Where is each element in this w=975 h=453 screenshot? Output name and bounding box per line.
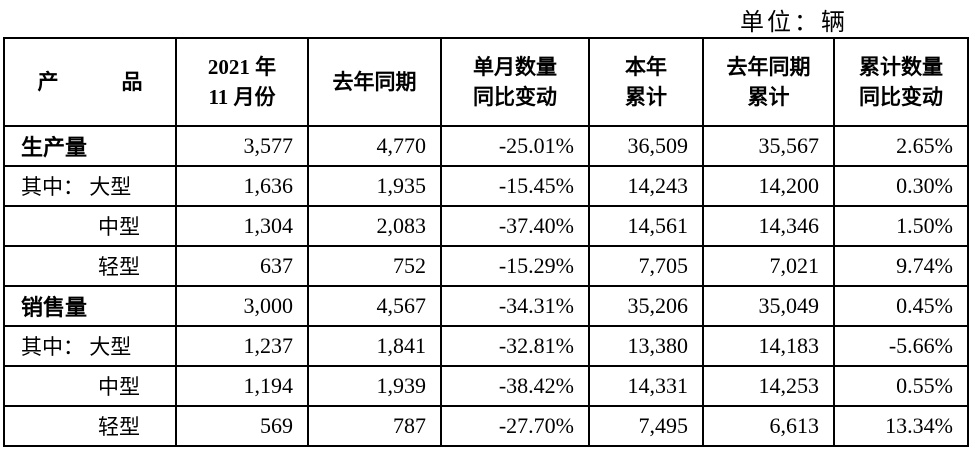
value-cell: 1,304 xyxy=(175,205,309,247)
value-cell: 637 xyxy=(175,245,309,287)
value-cell: 14,331 xyxy=(588,365,704,407)
value-cell: 36,509 xyxy=(588,125,704,167)
row-label: 中型 xyxy=(3,365,177,407)
value-cell: 0.30% xyxy=(833,165,969,207)
value-cell: 9.74% xyxy=(833,245,969,287)
row-label: 其中： 大型 xyxy=(3,165,177,207)
value-cell: 3,577 xyxy=(175,125,309,167)
value-cell: 3,000 xyxy=(175,285,309,327)
value-cell: -32.81% xyxy=(440,325,590,367)
value-cell: 6,613 xyxy=(702,405,835,447)
col-header-current-month: 2021 年 11 月份 xyxy=(175,37,309,127)
value-cell: 35,567 xyxy=(702,125,835,167)
value-cell: 14,200 xyxy=(702,165,835,207)
value-cell: -15.45% xyxy=(440,165,590,207)
value-cell: 1,841 xyxy=(307,325,442,367)
row-label: 轻型 xyxy=(3,405,177,447)
header-line: 产 品 xyxy=(37,70,143,94)
col-header-monthly-yoy-change: 单月数量 同比变动 xyxy=(440,37,590,127)
table-body: 生产量 3,577 4,770 -25.01% 36,509 35,567 2.… xyxy=(3,125,969,447)
value-cell: 1,237 xyxy=(175,325,309,367)
value-cell: 7,021 xyxy=(702,245,835,287)
table-row-sales-light: 轻型 569 787 -27.70% 7,495 6,613 13.34% xyxy=(3,405,969,447)
table-header: 产 品 2021 年 11 月份 去年同期 单月数量 同比变动 本年 累计 去年同期累… xyxy=(3,37,969,127)
value-cell: 569 xyxy=(175,405,309,447)
value-cell: 14,183 xyxy=(702,325,835,367)
table-row-production-total: 生产量 3,577 4,770 -25.01% 36,509 35,567 2.… xyxy=(3,125,969,167)
value-cell: 4,770 xyxy=(307,125,442,167)
header-line: 累计 xyxy=(625,85,667,109)
header-line: 累计 xyxy=(747,85,790,109)
value-cell: 4,567 xyxy=(307,285,442,327)
col-header-product: 产 品 xyxy=(3,37,177,127)
value-cell: -37.40% xyxy=(440,205,590,247)
header-line: 单月数量 xyxy=(473,55,557,79)
header-line: 2021 年 xyxy=(207,55,277,79)
header-line: 11 月份 xyxy=(208,85,276,109)
row-label: 其中： 大型 xyxy=(3,325,177,367)
value-cell: -38.42% xyxy=(440,365,590,407)
value-cell: 2,083 xyxy=(307,205,442,247)
header-row: 产 品 2021 年 11 月份 去年同期 单月数量 同比变动 本年 累计 去年同期累… xyxy=(3,37,969,127)
header-line: 本年 xyxy=(625,55,667,79)
value-cell: 35,049 xyxy=(702,285,835,327)
header-line: 去年同期 xyxy=(332,70,417,94)
value-cell: -27.70% xyxy=(440,405,590,447)
value-cell: 14,243 xyxy=(588,165,704,207)
value-cell: 14,561 xyxy=(588,205,704,247)
col-header-cumulative-yoy-change: 累计数量 同比变动 xyxy=(833,37,969,127)
value-cell: 1,935 xyxy=(307,165,442,207)
value-cell: -34.31% xyxy=(440,285,590,327)
table-row-production-large: 其中： 大型 1,636 1,935 -15.45% 14,243 14,200… xyxy=(3,165,969,207)
value-cell: 13,380 xyxy=(588,325,704,367)
unit-label: 单位：辆 xyxy=(740,10,848,36)
value-cell: 0.55% xyxy=(833,365,969,407)
production-sales-table: 产 品 2021 年 11 月份 去年同期 单月数量 同比变动 本年 累计 去年同期累… xyxy=(3,37,969,447)
value-cell: 1,939 xyxy=(307,365,442,407)
value-cell: 1.50% xyxy=(833,205,969,247)
value-cell: 7,705 xyxy=(588,245,704,287)
table-row-sales-medium: 中型 1,194 1,939 -38.42% 14,331 14,253 0.5… xyxy=(3,365,969,407)
col-header-last-year-same-period: 去年同期 xyxy=(307,37,442,127)
value-cell: 1,194 xyxy=(175,365,309,407)
table-row-sales-large: 其中： 大型 1,237 1,841 -32.81% 13,380 14,183… xyxy=(3,325,969,367)
col-header-ytd-total: 本年 累计 xyxy=(588,37,704,127)
value-cell: 2.65% xyxy=(833,125,969,167)
value-cell: -15.29% xyxy=(440,245,590,287)
table-row-production-light: 轻型 637 752 -15.29% 7,705 7,021 9.74% xyxy=(3,245,969,287)
row-label: 中型 xyxy=(3,205,177,247)
header-line: 去年同期 xyxy=(726,55,811,79)
value-cell: 13.34% xyxy=(833,405,969,447)
value-cell: -5.66% xyxy=(833,325,969,367)
col-header-last-year-ytd-total: 去年同期 累计 xyxy=(702,37,835,127)
row-label: 轻型 xyxy=(3,245,177,287)
value-cell: 14,253 xyxy=(702,365,835,407)
value-cell: 7,495 xyxy=(588,405,704,447)
table-row-production-medium: 中型 1,304 2,083 -37.40% 14,561 14,346 1.5… xyxy=(3,205,969,247)
value-cell: -25.01% xyxy=(440,125,590,167)
row-label: 生产量 xyxy=(3,125,177,167)
table-row-sales-total: 销售量 3,000 4,567 -34.31% 35,206 35,049 0.… xyxy=(3,285,969,327)
value-cell: 752 xyxy=(307,245,442,287)
value-cell: 1,636 xyxy=(175,165,309,207)
value-cell: 14,346 xyxy=(702,205,835,247)
value-cell: 0.45% xyxy=(833,285,969,327)
header-line: 同比变动 xyxy=(859,85,943,109)
header-line: 同比变动 xyxy=(473,85,557,109)
header-line: 累计数量 xyxy=(859,55,943,79)
value-cell: 35,206 xyxy=(588,285,704,327)
row-label: 销售量 xyxy=(3,285,177,327)
value-cell: 787 xyxy=(307,405,442,447)
